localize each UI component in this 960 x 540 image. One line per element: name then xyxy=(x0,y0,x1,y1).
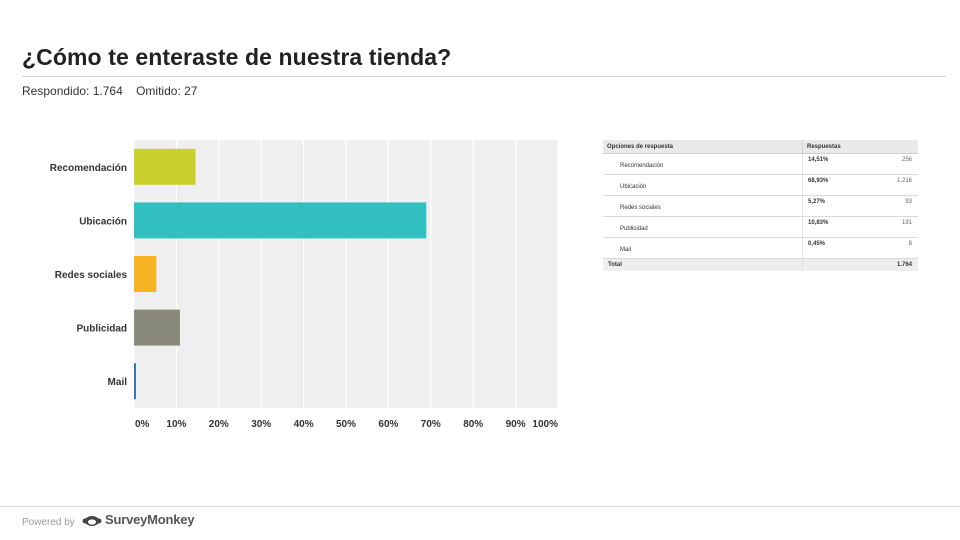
table-cell-responses: 0,45% 8 xyxy=(802,237,918,259)
x-tick-label: 0% xyxy=(135,419,150,430)
x-tick-label: 90% xyxy=(506,419,526,430)
table-cell-count: 256 xyxy=(901,157,912,163)
bar xyxy=(134,363,136,400)
surveymonkey-logo-icon xyxy=(82,515,102,526)
table-row: Ubicación 68,93% 1.216 xyxy=(603,174,918,196)
table-cell-percent: 68,93% xyxy=(808,178,829,184)
table-row: Redes sociales 5,27% 93 xyxy=(603,195,918,217)
table-cell-responses: 14,51% 256 xyxy=(802,153,918,175)
table-cell-option: Mail xyxy=(603,237,803,259)
table-cell-percent: 5,27% xyxy=(808,199,826,205)
y-tick-label: Ubicación xyxy=(79,216,127,227)
y-tick-label: Redes sociales xyxy=(55,270,128,281)
bar xyxy=(134,202,427,239)
x-tick-label: 10% xyxy=(166,419,186,430)
bar xyxy=(134,309,180,346)
table-cell-option: Redes sociales xyxy=(603,195,803,217)
title-divider xyxy=(22,76,946,77)
powered-by-label: Powered by xyxy=(22,517,75,528)
bar xyxy=(134,256,157,292)
table-cell-option: Recomendación xyxy=(603,153,803,175)
table-cell-percent: 10,83% xyxy=(808,220,829,226)
y-tick-label: Mail xyxy=(108,377,128,388)
table-cell-responses: 5,27% 93 xyxy=(802,195,918,217)
table-cell-count: 1.216 xyxy=(896,178,912,184)
footer-divider xyxy=(0,506,960,507)
table-cell-percent: 0,45% xyxy=(808,241,826,247)
y-tick-label: Recomendación xyxy=(50,163,127,174)
x-tick-label: 40% xyxy=(294,419,314,430)
table-cell-responses: 68,93% 1.216 xyxy=(802,174,918,196)
table-cell-responses: 10,83% 191 xyxy=(802,216,918,238)
table-cell-option: Publicidad xyxy=(603,216,803,238)
responses-table: Opciones de respuesta Respuestas Recomen… xyxy=(603,140,918,271)
x-tick-label: 50% xyxy=(336,419,356,430)
bar-chart: Recomendación Ubicación Redes sociales Publ… xyxy=(50,140,559,430)
skipped-count: Omitido: 27 xyxy=(136,84,198,98)
surveymonkey-brand-name: SurveyMonkey xyxy=(105,512,195,527)
answered-count: Respondido: 1.764 xyxy=(22,84,123,98)
surveymonkey-brand: SurveyMonkey xyxy=(82,512,195,527)
table-total-label: Total xyxy=(603,258,803,271)
x-tick-label: 100% xyxy=(532,419,558,430)
bar xyxy=(134,148,196,185)
table-cell-count: 93 xyxy=(905,199,912,205)
x-tick-label: 80% xyxy=(463,419,483,430)
table-row: Recomendación 14,51% 256 xyxy=(603,153,918,175)
x-tick-label: 30% xyxy=(251,419,271,430)
table-header-row: Opciones de respuesta Respuestas xyxy=(603,140,918,154)
x-tick-label: 70% xyxy=(421,419,441,430)
page-title: ¿Cómo te enteraste de nuestra tienda? xyxy=(22,44,452,70)
table-header-responses: Respuestas xyxy=(802,140,918,154)
response-summary: Respondido: 1.764 Omitido: 27 xyxy=(22,84,207,98)
x-tick-label: 20% xyxy=(209,419,229,430)
table-cell-percent: 14,51% xyxy=(808,157,829,163)
table-total-value: 1.764 xyxy=(802,258,918,271)
y-tick-label: Publicidad xyxy=(76,324,127,335)
x-tick-label: 60% xyxy=(378,419,398,430)
table-cell-count: 8 xyxy=(908,241,912,247)
table-row: Mail 0,45% 8 xyxy=(603,237,918,259)
table-row: Publicidad 10,83% 191 xyxy=(603,216,918,238)
table-cell-count: 191 xyxy=(901,220,912,226)
table-total-row: Total 1.764 xyxy=(603,258,918,271)
table-cell-option: Ubicación xyxy=(603,174,803,196)
table-header-options: Opciones de respuesta xyxy=(603,140,803,154)
